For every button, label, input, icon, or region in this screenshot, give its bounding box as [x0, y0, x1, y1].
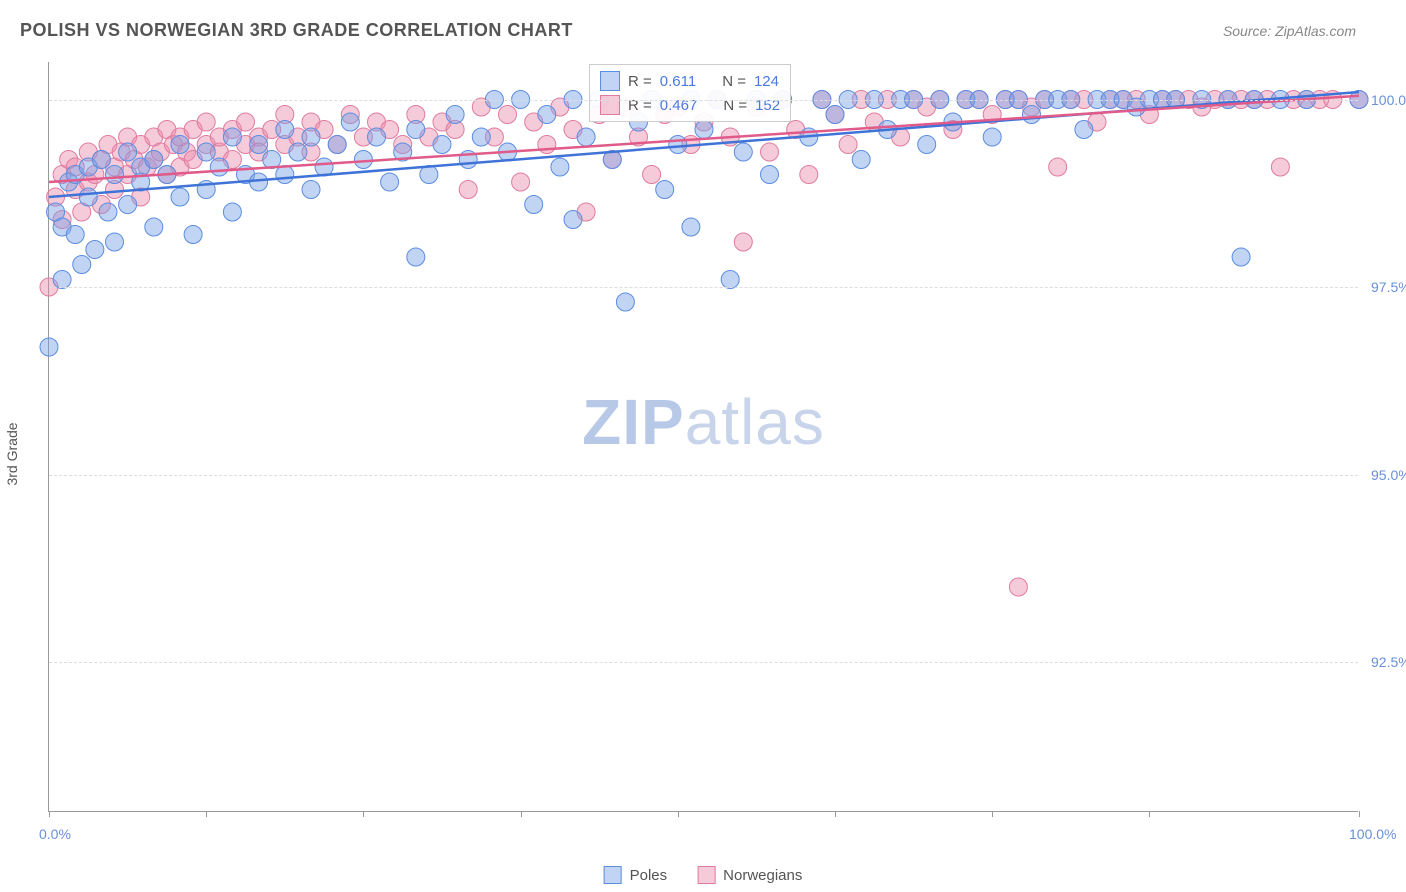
- stats-row-poles: R = 0.611 N = 124: [600, 69, 780, 93]
- xtick: [1149, 811, 1150, 817]
- legend-color-poles: [604, 866, 622, 884]
- gridline: [49, 100, 1358, 101]
- scatter-svg: [49, 62, 1358, 811]
- stats-row-norwegians: R = 0.467 N = 152: [600, 93, 780, 117]
- xtick: [992, 811, 993, 817]
- gridline: [49, 475, 1358, 476]
- n-label: N =: [722, 73, 746, 90]
- xtick: [206, 811, 207, 817]
- legend-item-norwegians: Norwegians: [697, 866, 802, 884]
- xtick: [363, 811, 364, 817]
- gridline: [49, 287, 1358, 288]
- poles-n-value: 124: [754, 73, 779, 90]
- xtick-label: 100.0%: [1349, 826, 1396, 842]
- bottom-legend: Poles Norwegians: [604, 866, 803, 884]
- xtick: [49, 811, 50, 817]
- ytick-label: 100.0%: [1371, 92, 1406, 108]
- gridline: [49, 662, 1358, 663]
- legend-color-norwegians: [697, 866, 715, 884]
- chart-header: POLISH VS NORWEGIAN 3RD GRADE CORRELATIO…: [0, 0, 1406, 51]
- xtick: [678, 811, 679, 817]
- poles-r-value: 0.611: [660, 73, 696, 90]
- y-axis-label: 3rd Grade: [4, 422, 20, 485]
- chart-title: POLISH VS NORWEGIAN 3RD GRADE CORRELATIO…: [20, 20, 573, 41]
- legend-label-poles: Poles: [630, 867, 668, 884]
- ytick-label: 92.5%: [1371, 654, 1406, 670]
- xtick: [1359, 811, 1360, 817]
- xtick: [835, 811, 836, 817]
- legend-label-norwegians: Norwegians: [723, 867, 802, 884]
- xtick-label: 0.0%: [39, 826, 71, 842]
- legend-swatch-norwegians: [600, 95, 620, 115]
- chart-source: Source: ZipAtlas.com: [1223, 23, 1356, 39]
- r-label: R =: [628, 73, 652, 90]
- legend-swatch-poles: [600, 71, 620, 91]
- xtick: [521, 811, 522, 817]
- ytick-label: 97.5%: [1371, 279, 1406, 295]
- chart-plot-area: ZIPatlas R = 0.611 N = 124 R = 0.467 N =…: [48, 62, 1358, 812]
- stats-legend: R = 0.611 N = 124 R = 0.467 N = 152: [589, 64, 791, 122]
- ytick-label: 95.0%: [1371, 467, 1406, 483]
- legend-item-poles: Poles: [604, 866, 668, 884]
